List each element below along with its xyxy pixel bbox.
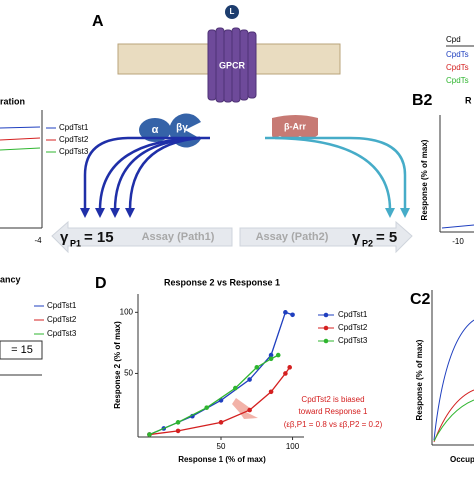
legend-label: CpdTst1 [338,310,368,319]
annotation: toward Response 1 [299,407,368,416]
data-point [268,352,274,358]
panel-label: C2 [410,291,431,308]
legend-label: CpdTst3 [338,336,368,345]
data-point [283,310,288,315]
ligand [225,5,239,19]
value-box [0,340,43,360]
gamma-subscript: P1 [70,238,81,248]
legend-marker [323,338,329,344]
x-tick-label: 100 [286,442,300,451]
x-axis-label: Response 1 (% of max) [178,455,266,464]
legend-label: CpdTst3 [47,329,77,338]
tick-label: -4 [34,236,42,245]
receptor-label: GPCR [219,60,246,70]
arrestin-label: β-Arr [284,121,306,131]
curve [441,224,474,229]
arrow-heads-path2 [385,208,410,218]
data-point [268,356,274,362]
y-axis-label: Response (% of max) [420,139,429,220]
annotation: CpdTst2 is biased [301,395,364,404]
data-point [287,365,292,370]
legend-item: CpdTs [446,63,469,72]
receptor [207,27,257,103]
value-box-label: = 15 [11,344,33,356]
arrows-path2 [265,136,407,211]
data-point [290,312,295,318]
curve [433,319,474,441]
data-point [175,420,181,425]
legend-label: CpdTst2 [47,315,77,324]
assay-arrow-1 [51,220,233,254]
legend-item: CpdTs [446,50,469,59]
data-point [147,432,152,437]
legend-item: CpdTs [446,76,469,85]
data-point [175,428,181,434]
y-tick-label: 100 [120,307,134,316]
curve [0,126,41,129]
data-point [204,405,209,410]
legend-label: CpdTst2 [59,135,89,144]
g-beta-gamma-label: βγ [176,123,188,134]
legend-marker [323,312,329,318]
data-point [247,377,252,382]
data-point [233,385,238,391]
gamma-value: = 15 [84,229,114,246]
gamma-symbol: γ [352,229,361,246]
arrestin [272,115,318,139]
panel-title: R [465,95,472,105]
fit-line [149,311,293,436]
g-alpha-label: α [152,124,159,136]
curve [433,399,474,442]
data-point [268,389,274,395]
panel-label: D [95,275,107,292]
curve [0,137,41,141]
panel-title: ration [0,96,25,106]
y-axis-label: Response (% of max) [415,339,424,420]
y-axis-label: Response 2 (% of max) [113,321,122,409]
data-point [283,371,288,376]
data-point [218,420,224,425]
ligand-label: L [230,7,235,16]
y-tick-label: 50 [124,369,133,378]
bias-arrow [232,398,258,419]
gamma-symbol: γ [60,229,69,246]
assay-label: Assay (Path1) [142,231,215,243]
legend-label: CpdTst1 [59,123,89,132]
x-axis-label: Occup [450,455,474,464]
gamma-subscript: P2 [362,238,373,248]
legend-label: CpdTst3 [59,147,89,156]
panel-title: ancy [0,274,21,284]
legend-label: CpdTst2 [338,323,368,332]
arrows-path1 [83,136,210,211]
gamma-value: = 5 [376,229,397,246]
tick-label: -10 [452,237,464,246]
data-point [247,407,252,413]
data-point [254,365,260,370]
g-alpha [139,118,171,142]
panel-label: A [92,13,104,30]
annotation: (εβ,P1 = 0.8 vs εβ,P2 = 0.2) [284,420,383,429]
legend-label: CpdTst1 [47,301,77,310]
assay-arrow-2 [239,220,413,254]
curve [0,147,41,151]
assay-label: Assay (Path2) [256,231,329,243]
legend-header: Cpd [446,35,461,44]
chart-title: Response 2 vs Response 1 [164,277,280,287]
arrow-heads-path1 [80,208,135,218]
legend-marker [323,325,329,331]
panel-label: B2 [412,92,433,109]
x-tick-label: 50 [217,442,226,451]
data-point [275,352,281,358]
